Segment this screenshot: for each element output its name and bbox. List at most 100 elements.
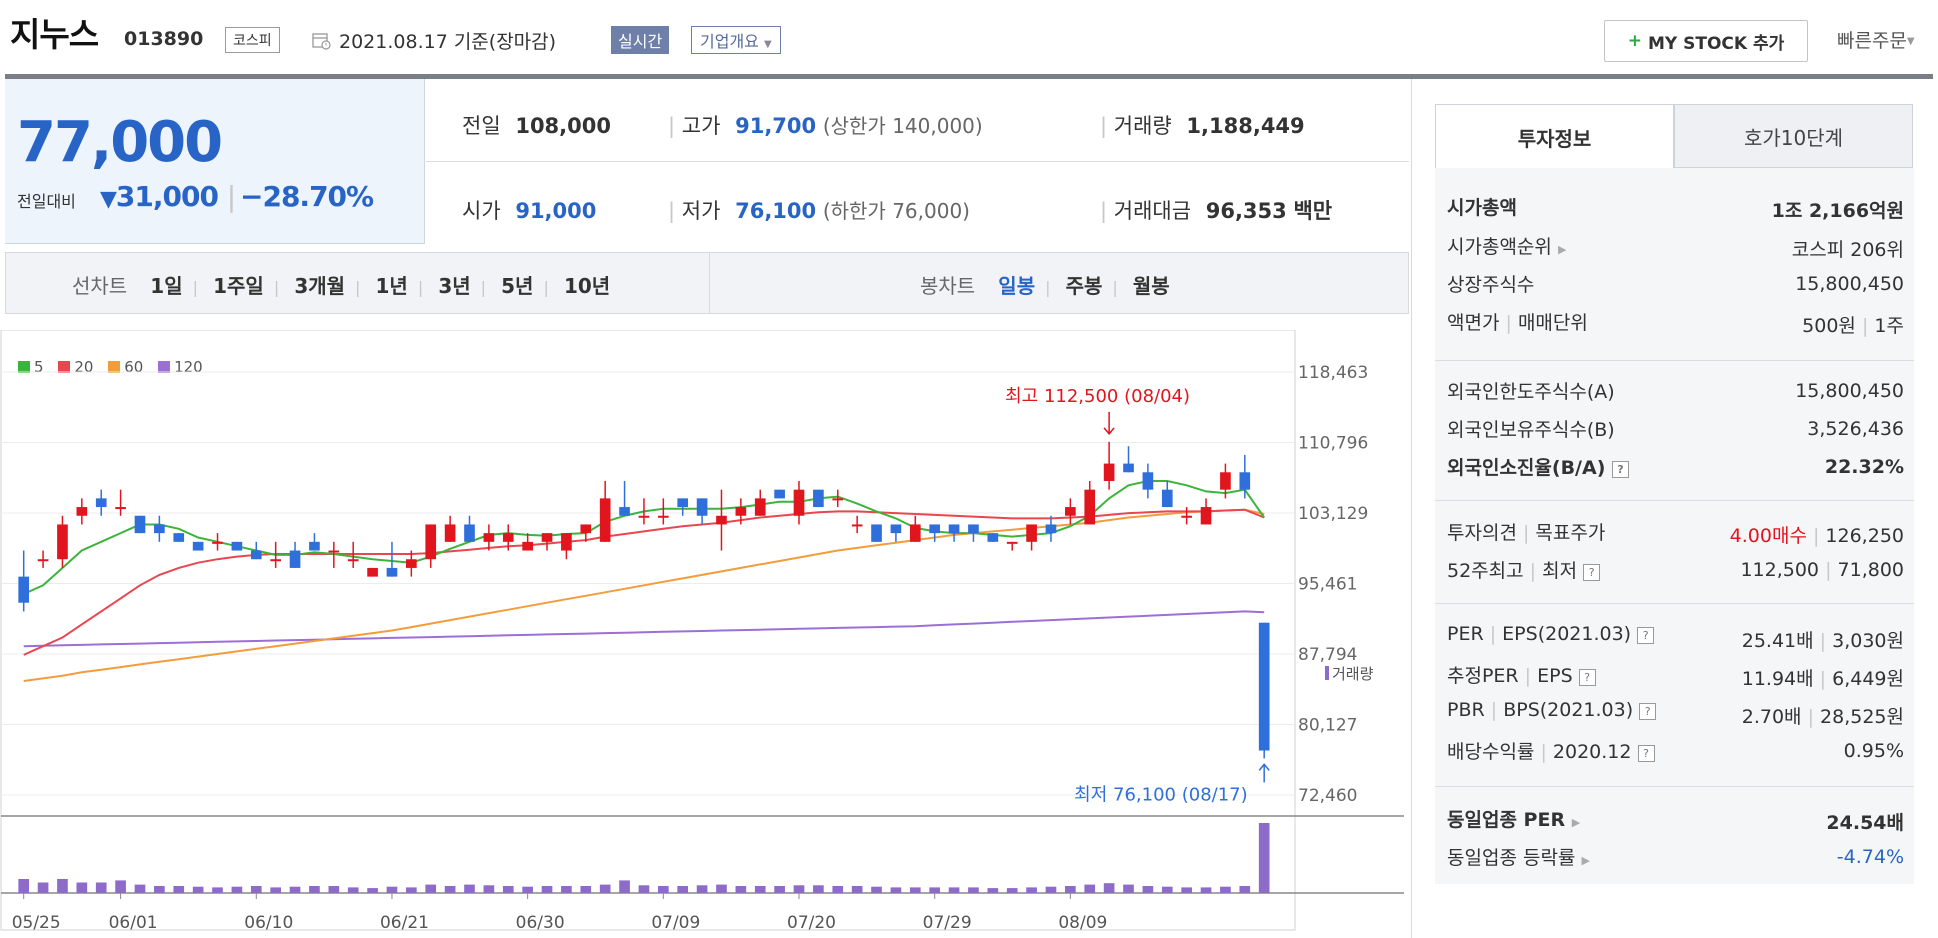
pbr-label: PBR | BPS(2021.03) ? [1447, 699, 1657, 721]
high-price: | 고가 91,700 (상한가 140,000) [668, 114, 983, 138]
candle-body [270, 559, 281, 562]
volume-bar [987, 888, 999, 893]
per-value: 25.41배 [1741, 630, 1814, 652]
realtime-button[interactable]: 실시간 [611, 26, 670, 54]
tab-orderbook[interactable]: 호가10단계 [1674, 104, 1913, 168]
candle-chart-label: 봉차트 [920, 274, 976, 298]
candle-body [347, 559, 359, 562]
candle-body [18, 576, 30, 603]
quick-order-dropdown[interactable]: 빠른주문▼ [1837, 26, 1915, 53]
y-tick-label: 95,461 [1298, 575, 1357, 595]
period-1w[interactable]: 1주일 [213, 274, 264, 298]
help-icon[interactable]: ? [1637, 745, 1655, 762]
volume-bar [851, 886, 863, 893]
volume-bar [192, 886, 204, 893]
volume-bar [1142, 886, 1154, 893]
candle-body [599, 498, 611, 542]
volume-bar [406, 887, 417, 893]
quick-order-label: 빠른주문 [1837, 30, 1907, 52]
period-monthly[interactable]: 월봉 [1132, 274, 1170, 298]
period-1y[interactable]: 1년 [375, 274, 408, 298]
period-3m[interactable]: 3개월 [294, 274, 346, 298]
candle-body [134, 515, 146, 534]
candle-body [677, 498, 689, 508]
period-10y[interactable]: 10년 [563, 274, 611, 298]
help-icon[interactable]: ? [1583, 564, 1601, 581]
per-label: PER [1447, 623, 1484, 645]
volume-bar [657, 886, 669, 893]
x-tick-label: 06/10 [244, 913, 293, 933]
period-daily[interactable]: 일봉 [998, 274, 1036, 298]
price-chart[interactable]: 118,463 110,796 103,129 95,461 87,794 80,127 7… [0, 330, 1410, 938]
top-divider [5, 74, 1933, 79]
par-unit-value: 500원 | 1주 [1802, 315, 1904, 337]
period-5y[interactable]: 5년 [501, 274, 534, 298]
ma5-label: 5 [34, 358, 44, 376]
volume-bar [599, 884, 611, 893]
section-divider [1435, 603, 1914, 604]
help-icon[interactable]: ? [1612, 461, 1629, 478]
add-my-stock-button[interactable]: + MY STOCK 추가 [1604, 20, 1808, 62]
candle-body [425, 524, 437, 560]
volume-bar [425, 884, 437, 893]
open-label: 시가 [462, 199, 501, 223]
volume-bar [270, 887, 281, 893]
unit-label: 매매단위 [1517, 312, 1588, 334]
caret-right-icon: ▶ [1557, 243, 1567, 256]
eeps-value: 6,449원 [1832, 668, 1904, 690]
volume-bar [1103, 883, 1115, 893]
candle-body [37, 559, 49, 562]
volume-bar [677, 886, 689, 893]
foreign-ratio-label: 외국인소진율(B/A) ? [1447, 453, 1629, 480]
candle-body [580, 524, 592, 534]
x-tick-label: 06/21 [380, 913, 429, 933]
industry-per-link[interactable]: 동일업종 PER ▶ [1447, 805, 1580, 832]
volume-bar [754, 886, 766, 893]
help-icon[interactable]: ? [1637, 627, 1655, 644]
help-icon[interactable]: ? [1578, 669, 1596, 686]
y-tick-label: 80,127 [1298, 716, 1357, 736]
candle-body [328, 550, 340, 553]
volume-bar [37, 882, 49, 893]
volume-bar [968, 887, 979, 893]
volume-bar [1200, 887, 1212, 893]
volume-bar [1220, 886, 1231, 893]
foreign-hold-value: 3,526,436 [1807, 418, 1904, 440]
volume-bar [1181, 887, 1192, 893]
company-info-dropdown[interactable]: 기업개요 ▼ [691, 26, 781, 54]
upper-limit: (상한가 140,000) [822, 114, 983, 138]
volume-bar [76, 882, 88, 893]
x-tick-label: 06/30 [516, 913, 565, 933]
mcap-rank-link[interactable]: 시가총액순위 ▶ [1447, 232, 1566, 259]
period-3y[interactable]: 3년 [438, 274, 471, 298]
period-bar [5, 252, 1409, 314]
volume-bar [774, 886, 785, 893]
candle-body [1200, 507, 1212, 525]
candle-body [1258, 622, 1270, 751]
candle-body [115, 507, 126, 510]
eper-label: 추정PER | EPS ? [1447, 661, 1596, 688]
period-divider [709, 252, 710, 314]
base-date: 2021.08.17 기준(장마감) [339, 31, 557, 53]
help-icon[interactable]: ? [1639, 703, 1657, 720]
candle-body [909, 524, 921, 542]
candle-body [502, 533, 514, 542]
shares-label: 상장주식수 [1447, 274, 1535, 296]
industry-per-value: 24.54배 [1826, 812, 1904, 834]
period-weekly[interactable]: 주봉 [1065, 274, 1103, 298]
candle-body [619, 507, 630, 516]
candle-chart-periods: 봉차트 일봉 | 주봉 | 월봉 [920, 274, 1170, 298]
industry-change-link[interactable]: 동일업종 등락률 ▶ [1447, 843, 1590, 870]
candle-body [309, 541, 320, 551]
opinion-target-value: 4.00매수 | 126,250 [1729, 525, 1904, 547]
volume-bar [1123, 884, 1134, 893]
candle-body [483, 533, 495, 542]
x-tick-label: 07/20 [787, 913, 836, 933]
tab-investment-info[interactable]: 투자정보 [1435, 104, 1674, 170]
period-1d[interactable]: 1일 [150, 274, 183, 298]
bps-value: 28,525원 [1820, 706, 1904, 728]
change-label: 전일대비 [17, 192, 76, 211]
y-tick-label: 118,463 [1298, 363, 1368, 383]
volume-label: 거래량 [1113, 114, 1172, 138]
high-value: 91,700 [735, 114, 817, 138]
